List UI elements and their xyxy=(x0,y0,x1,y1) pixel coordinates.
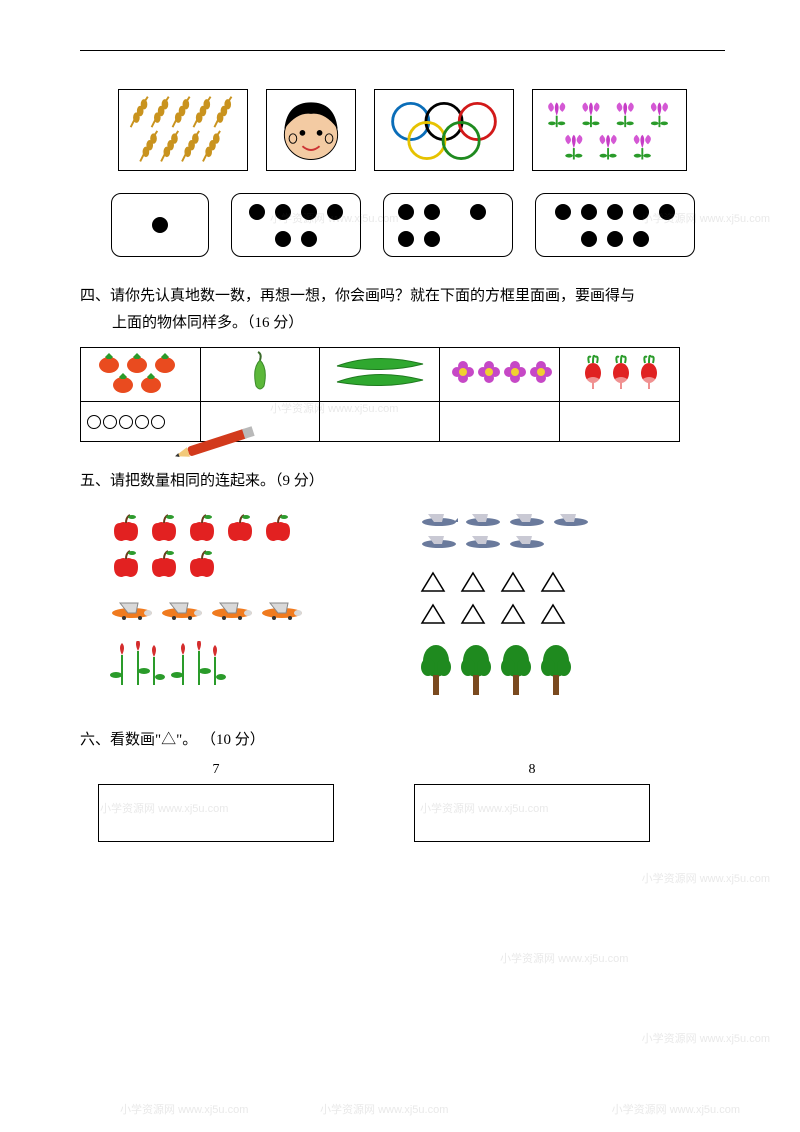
tomato-cell xyxy=(81,348,201,402)
section3-images xyxy=(80,89,725,171)
apples-group[interactable] xyxy=(110,511,310,579)
match-left-column xyxy=(110,511,310,701)
watermark: 小学资源网 www.xj5u.com xyxy=(612,1101,740,1117)
wheat-image xyxy=(118,89,248,171)
watermark: 小学资源网 www.xj5u.com xyxy=(500,950,628,966)
flower-cell xyxy=(440,348,560,402)
dot-box-5 xyxy=(383,193,513,257)
blue-planes-group[interactable] xyxy=(420,511,610,551)
draw-cell-7: 7 xyxy=(98,762,334,842)
number-7: 7 xyxy=(213,762,220,778)
answer-cell-1[interactable] xyxy=(81,402,201,442)
dot-box-6 xyxy=(231,193,361,257)
q4-line1: 请你先认真地数一数，再想一想，你会画吗？就在下面的方框里面画，要画得与 xyxy=(110,288,635,304)
trees-group[interactable] xyxy=(420,645,610,697)
q6-label: 六、 xyxy=(80,732,110,748)
radish-cell xyxy=(560,348,680,402)
answer-cell-4[interactable] xyxy=(440,402,560,442)
q5-label: 五、 xyxy=(80,473,110,489)
watermark: 小学资源网 www.xj5u.com xyxy=(642,870,770,886)
number-8: 8 xyxy=(529,762,536,778)
face-image xyxy=(266,89,356,171)
vegetable-table xyxy=(80,347,680,442)
watermark: 小学资源网 www.xj5u.com xyxy=(120,1101,248,1117)
dot-box-8 xyxy=(535,193,695,257)
pink-flowers-image xyxy=(532,89,687,171)
orange-planes-group[interactable] xyxy=(110,599,310,621)
match-right-column xyxy=(420,511,610,701)
draw-box-8[interactable] xyxy=(414,784,650,842)
draw-cell-8: 8 xyxy=(414,762,650,842)
question6-text: 六、看数画"△"。 （10 分） xyxy=(80,727,725,754)
dots-row xyxy=(80,193,725,257)
answer-cell-2[interactable] xyxy=(200,402,319,442)
olympic-rings-image xyxy=(374,89,514,171)
answer-cell-3[interactable] xyxy=(320,402,440,442)
draw-box-7[interactable] xyxy=(98,784,334,842)
question5-text: 五、请把数量相同的连起来。（9 分） xyxy=(80,468,725,495)
q6-body: 看数画"△"。 （10 分） xyxy=(110,732,265,748)
q5-body: 请把数量相同的连起来。（9 分） xyxy=(110,473,324,489)
watermark: 小学资源网 www.xj5u.com xyxy=(320,1101,448,1117)
tulips-group[interactable] xyxy=(110,641,310,701)
q4-line2: 上面的物体同样多。（16 分） xyxy=(112,315,303,331)
draw-triangles-row: 7 8 xyxy=(98,762,725,842)
header-rule xyxy=(80,50,725,51)
triangles-group[interactable] xyxy=(420,571,590,625)
cucumber-cell xyxy=(320,348,440,402)
q4-label: 四、 xyxy=(80,288,110,304)
question4-text: 四、请你先认真地数一数，再想一想，你会画吗？就在下面的方框里面画，要画得与 上面… xyxy=(80,283,725,337)
matching-section xyxy=(110,511,725,701)
watermark: 小学资源网 www.xj5u.com xyxy=(642,1030,770,1046)
answer-cell-5[interactable] xyxy=(560,402,680,442)
pepper-cell xyxy=(200,348,319,402)
dot-box-1 xyxy=(111,193,209,257)
